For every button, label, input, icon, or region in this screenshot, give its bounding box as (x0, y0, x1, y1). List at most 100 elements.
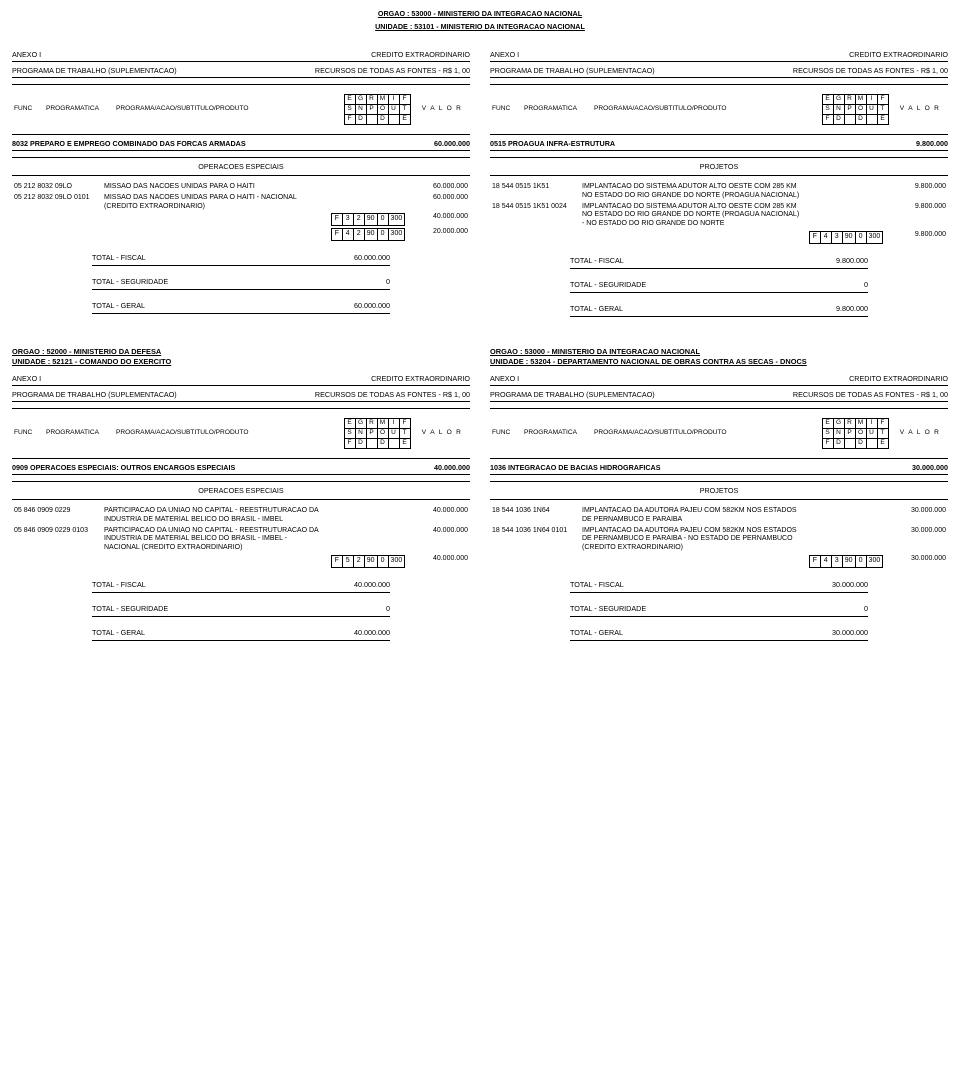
data-rows: 18 544 1036 1N64 IMPLANTACAO DA ADUTORA … (490, 506, 948, 569)
row-value: 40.000.000 (410, 526, 470, 554)
lower-left: ORGAO : 52000 - MINISTERIO DA DEFESA UNI… (12, 321, 470, 641)
row-code: 18 544 0515 1K51 (490, 182, 580, 202)
row-code (490, 554, 580, 569)
row-grid (326, 526, 410, 554)
program-value: 40.000.000 (434, 463, 470, 472)
program-title: 0515 PROAGUA INFRA-ESTRUTURA (490, 139, 615, 148)
programa-label: PROGRAMA DE TRABALHO (SUPLEMENTACAO) (12, 390, 177, 399)
unidade-text: UNIDADE : 52121 - COMANDO DO EXERCITO (12, 357, 171, 366)
table-row: 18 544 0515 1K51 IMPLANTACAO DO SISTEMA … (490, 182, 948, 202)
table-row: F43900300 9.800.000 (490, 230, 948, 245)
orgao-block: ORGAO : 53000 - MINISTERIO DA INTEGRACAO… (490, 347, 948, 367)
total-fiscal: TOTAL - FISCAL 30.000.000 (570, 575, 868, 593)
row-desc: PARTICIPACAO DA UNIAO NO CAPITAL - REEST… (102, 526, 326, 554)
row-grid (804, 506, 888, 526)
row-value: 30.000.000 (888, 506, 948, 526)
data-rows: 18 544 0515 1K51 IMPLANTACAO DO SISTEMA … (490, 182, 948, 245)
orgao-text: ORGAO : 53000 - MINISTERIO DA INTEGRACAO… (490, 347, 700, 356)
row-value: 30.000.000 (888, 554, 948, 569)
row-desc (580, 230, 804, 245)
table-row: 05 846 0909 0229 PARTICIPACAO DA UNIAO N… (12, 506, 470, 526)
table-row: 18 544 1036 1N64 0101 IMPLANTACAO DA ADU… (490, 526, 948, 554)
table-row: 18 544 0515 1K51 0024 IMPLANTACAO DO SIS… (490, 202, 948, 230)
row-value: 40.000.000 (410, 212, 470, 227)
programa-label: PROGRAMA DE TRABALHO (SUPLEMENTACAO) (490, 66, 655, 75)
row-code (12, 227, 102, 242)
anexo-row: ANEXO I CREDITO EXTRAORDINARIO (490, 374, 948, 386)
table-row: F32900300 40.000.000 (12, 212, 470, 227)
anexo-label: ANEXO I (12, 374, 41, 383)
table-row: F42900300 20.000.000 (12, 227, 470, 242)
programa-row: PROGRAMA DE TRABALHO (SUPLEMENTACAO) REC… (490, 62, 948, 78)
row-grid (804, 526, 888, 554)
total-seguridade: TOTAL - SEGURIDADE 0 (570, 599, 868, 617)
row-desc: IMPLANTACAO DA ADUTORA PAJEU COM 582KM N… (580, 526, 804, 554)
program-value: 9.800.000 (916, 139, 948, 148)
anexo-label: ANEXO I (490, 374, 519, 383)
row-code (12, 554, 102, 569)
column-header: FUNC PROGRAMATICA PROGRAMA/ACAO/SUBTITUL… (490, 408, 948, 459)
row-grid (804, 202, 888, 230)
program-title: 8032 PREPARO E EMPREGO COMBINADO DAS FOR… (12, 139, 246, 148)
row-desc: IMPLANTACAO DO SISTEMA ADUTOR ALTO OESTE… (580, 202, 804, 230)
orgao-text: ORGAO : 52000 - MINISTERIO DA DEFESA (12, 347, 161, 356)
total-seguridade: TOTAL - SEGURIDADE 0 (570, 275, 868, 293)
row-grid (326, 193, 410, 213)
row-value: 9.800.000 (888, 230, 948, 245)
row-grid: F42900300 (326, 227, 410, 242)
row-value: 60.000.000 (410, 182, 470, 193)
anexo-row: ANEXO I CREDITO EXTRAORDINARIO (490, 50, 948, 62)
total-seguridade: TOTAL - SEGURIDADE 0 (92, 272, 390, 290)
programa-row: PROGRAMA DE TRABALHO (SUPLEMENTACAO) REC… (490, 386, 948, 402)
table-row: F43900300 30.000.000 (490, 554, 948, 569)
total-geral: TOTAL - GERAL 30.000.000 (570, 623, 868, 641)
credito-label: CREDITO EXTRAORDINARIO (849, 50, 948, 59)
orgao-block: ORGAO : 52000 - MINISTERIO DA DEFESA UNI… (12, 347, 470, 367)
row-grid (326, 182, 410, 193)
anexo-row: ANEXO I CREDITO EXTRAORDINARIO (12, 374, 470, 386)
row-grid (326, 506, 410, 526)
anexo-row: ANEXO I CREDITO EXTRAORDINARIO (12, 50, 470, 62)
column-header: FUNC PROGRAMATICA PROGRAMA/ACAO/SUBTITUL… (12, 84, 470, 135)
credito-label: CREDITO EXTRAORDINARIO (371, 50, 470, 59)
section-title: OPERACOES ESPECIAIS (12, 157, 470, 176)
row-code: 18 544 1036 1N64 (490, 506, 580, 526)
row-desc: MISSAO DAS NACOES UNIDAS PARA O HAITI (102, 182, 326, 193)
row-value: 40.000.000 (410, 506, 470, 526)
top-header: ORGAO : 53000 - MINISTERIO DA INTEGRACAO… (12, 8, 948, 32)
credito-label: CREDITO EXTRAORDINARIO (849, 374, 948, 383)
row-value: 9.800.000 (888, 182, 948, 202)
row-code: 18 544 1036 1N64 0101 (490, 526, 580, 554)
program-line: 0515 PROAGUA INFRA-ESTRUTURA 9.800.000 (490, 135, 948, 151)
upper-left: ANEXO I CREDITO EXTRAORDINARIO PROGRAMA … (12, 42, 470, 317)
recursos-label: RECURSOS DE TODAS AS FONTES - R$ 1, 00 (793, 390, 948, 399)
section-title: PROJETOS (490, 157, 948, 176)
row-code: 05 846 0909 0229 0103 (12, 526, 102, 554)
program-title: 1036 INTEGRACAO DE BACIAS HIDROGRAFICAS (490, 463, 661, 472)
row-desc: PARTICIPACAO DA UNIAO NO CAPITAL - REEST… (102, 506, 326, 526)
program-title: 0909 OPERACOES ESPECIAIS: OUTROS ENCARGO… (12, 463, 235, 472)
row-grid: F43900300 (804, 554, 888, 569)
program-line: 1036 INTEGRACAO DE BACIAS HIDROGRAFICAS … (490, 459, 948, 475)
row-grid: F52900300 (326, 554, 410, 569)
programa-label: PROGRAMA DE TRABALHO (SUPLEMENTACAO) (490, 390, 655, 399)
program-value: 60.000.000 (434, 139, 470, 148)
total-geral: TOTAL - GERAL 60.000.000 (92, 296, 390, 314)
row-desc (580, 554, 804, 569)
data-rows: 05 846 0909 0229 PARTICIPACAO DA UNIAO N… (12, 506, 470, 569)
recursos-label: RECURSOS DE TODAS AS FONTES - R$ 1, 00 (315, 66, 470, 75)
row-grid: F43900300 (804, 230, 888, 245)
lower-columns: ORGAO : 52000 - MINISTERIO DA DEFESA UNI… (12, 321, 948, 641)
row-code: 18 544 0515 1K51 0024 (490, 202, 580, 230)
lower-right: ORGAO : 53000 - MINISTERIO DA INTEGRACAO… (490, 321, 948, 641)
table-row: 05 212 8032 09LO 0101 MISSAO DAS NACOES … (12, 193, 470, 213)
unidade-line: UNIDADE : 53101 - MINISTERIO DA INTEGRAC… (371, 21, 589, 32)
row-grid (804, 182, 888, 202)
column-header: FUNC PROGRAMATICA PROGRAMA/ACAO/SUBTITUL… (490, 84, 948, 135)
anexo-label: ANEXO I (490, 50, 519, 59)
row-code: 05 846 0909 0229 (12, 506, 102, 526)
unidade-text: UNIDADE : 53204 - DEPARTAMENTO NACIONAL … (490, 357, 807, 366)
column-header: FUNC PROGRAMATICA PROGRAMA/ACAO/SUBTITUL… (12, 408, 470, 459)
row-code: 05 212 8032 09LO (12, 182, 102, 193)
upper-right: ANEXO I CREDITO EXTRAORDINARIO PROGRAMA … (490, 42, 948, 317)
